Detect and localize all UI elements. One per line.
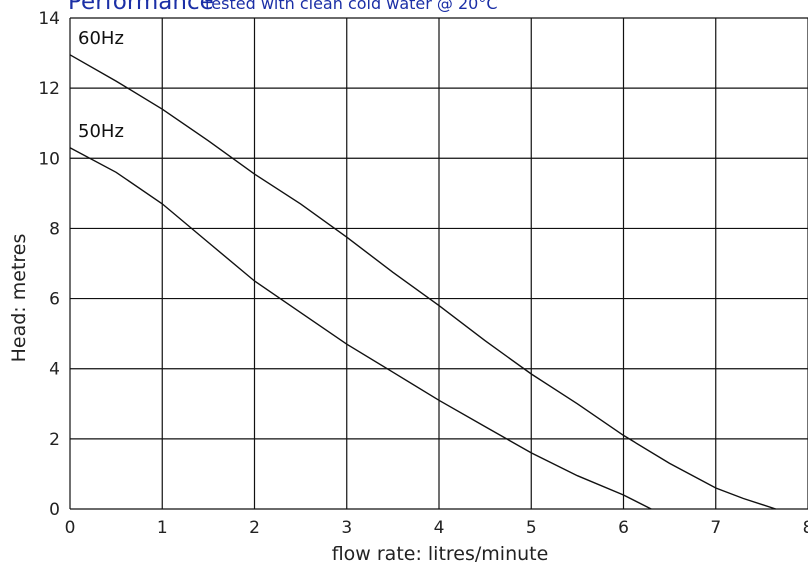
x-tick-label: 3 <box>341 518 352 538</box>
x-tick-label: 6 <box>618 518 629 538</box>
x-tick-label: 8 <box>803 518 808 538</box>
y-tick-label: 4 <box>49 360 60 380</box>
x-tick-label: 2 <box>249 518 260 538</box>
series-line-60hz <box>69 54 776 510</box>
series-labels: 60Hz 50Hz <box>78 28 124 142</box>
y-tick-label: 14 <box>38 9 60 29</box>
series-label-60hz: 60Hz <box>78 28 124 49</box>
series-line-50hz <box>69 147 652 510</box>
y-tick-label: 8 <box>49 219 60 239</box>
y-tick-label: 6 <box>49 290 60 310</box>
y-tick-label: 0 <box>49 500 60 520</box>
series-label-50hz: 50Hz <box>78 121 124 142</box>
chart-title: Performance <box>68 0 214 15</box>
y-axis-label: Head: metres <box>8 234 30 363</box>
curves <box>69 54 776 510</box>
y-tick-label: 12 <box>38 79 60 99</box>
x-tick-label: 7 <box>710 518 721 538</box>
x-axis-label: flow rate: litres/minute <box>332 543 549 565</box>
chart-subtitle: tested with clean cold water @ 20°C <box>205 0 498 13</box>
x-tick-label: 5 <box>526 518 537 538</box>
x-tick-label: 4 <box>434 518 445 538</box>
x-tick-label: 0 <box>65 518 76 538</box>
y-tick-label: 2 <box>49 430 60 450</box>
x-tick-label: 1 <box>157 518 168 538</box>
y-tick-label: 10 <box>38 149 60 169</box>
grid <box>69 17 808 510</box>
axis-ticks: 01234567802468101214 <box>38 9 808 538</box>
